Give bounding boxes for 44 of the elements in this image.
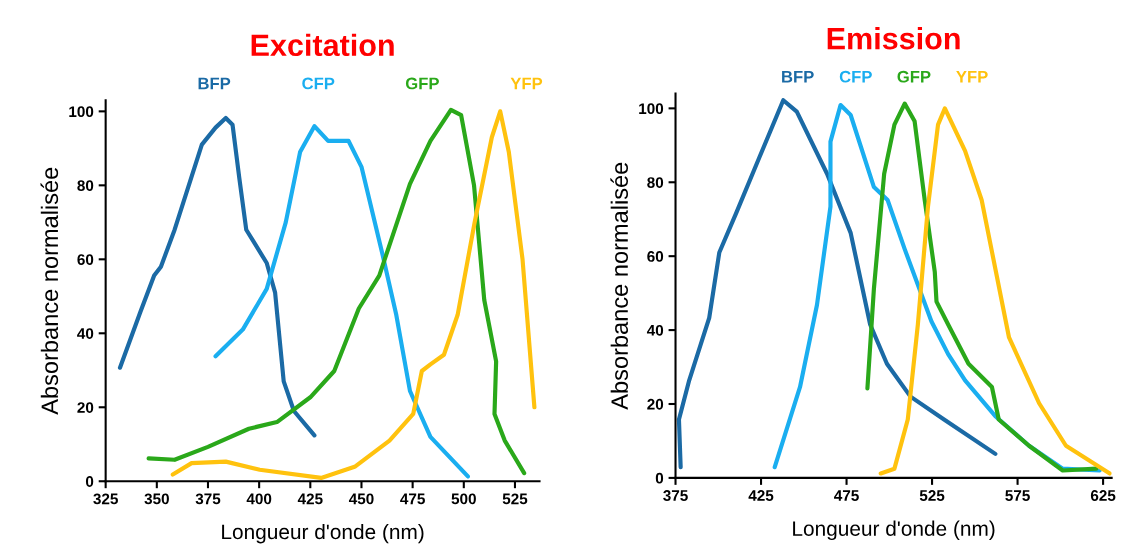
chart-title: Emission [827, 26, 960, 50]
x-tick-label: 325 [93, 493, 118, 505]
x-axis-title: Longueur d'onde (nm) [793, 520, 995, 541]
y-tick-label: 60 [647, 251, 664, 262]
y-tick-label: 40 [646, 324, 664, 336]
y-tick-label: 100 [639, 103, 664, 115]
x-tick-label: 475 [400, 493, 425, 505]
y-tick-label: 0 [85, 476, 94, 487]
series-label: BFP [198, 77, 231, 90]
line-series [676, 98, 998, 470]
y-axis-title: Absorbance normalisée [40, 167, 59, 415]
x-tick-label: 375 [195, 493, 221, 505]
y-tick-label: 100 [69, 106, 94, 118]
series-label: CFP [839, 70, 872, 83]
x-tick-label: 350 [144, 493, 169, 505]
x-tick-label: 500 [451, 493, 476, 505]
series-label: BFP [782, 70, 814, 83]
y-axis-title: Absorbance normalisée [610, 162, 629, 410]
chart-title: Excitation [251, 33, 394, 57]
y-tick-label: 20 [647, 398, 664, 410]
y-tick-label: 20 [77, 402, 94, 413]
series-label: YFP [510, 77, 543, 90]
y-tick-label: 0 [655, 472, 664, 484]
x-tick-label: 400 [246, 493, 272, 505]
x-tick-label: 450 [348, 493, 374, 505]
x-tick-label: 575 [1005, 490, 1030, 501]
y-tick-label: 80 [77, 180, 94, 192]
x-tick-label: 525 [502, 493, 528, 505]
text: CFP [302, 77, 335, 90]
x-tick-label: 625 [1090, 490, 1116, 501]
x-tick-label: 425 [297, 493, 323, 505]
line-series [117, 115, 317, 438]
x-tick-label: 425 [748, 490, 774, 501]
x-tick-label: 475 [834, 490, 859, 501]
x-axis-title: Longueur d'onde (nm) [222, 523, 424, 544]
line-series [213, 124, 470, 479]
x-tick-label: 375 [663, 490, 688, 501]
y-tick-label: 40 [77, 328, 94, 339]
y-tick-label: 80 [647, 177, 664, 188]
y-tick-label: 60 [77, 254, 94, 265]
series-label: GFP [897, 70, 931, 83]
series-label: YFP [956, 70, 988, 83]
series-label: GFP [405, 77, 439, 90]
x-tick-label: 525 [919, 490, 945, 501]
